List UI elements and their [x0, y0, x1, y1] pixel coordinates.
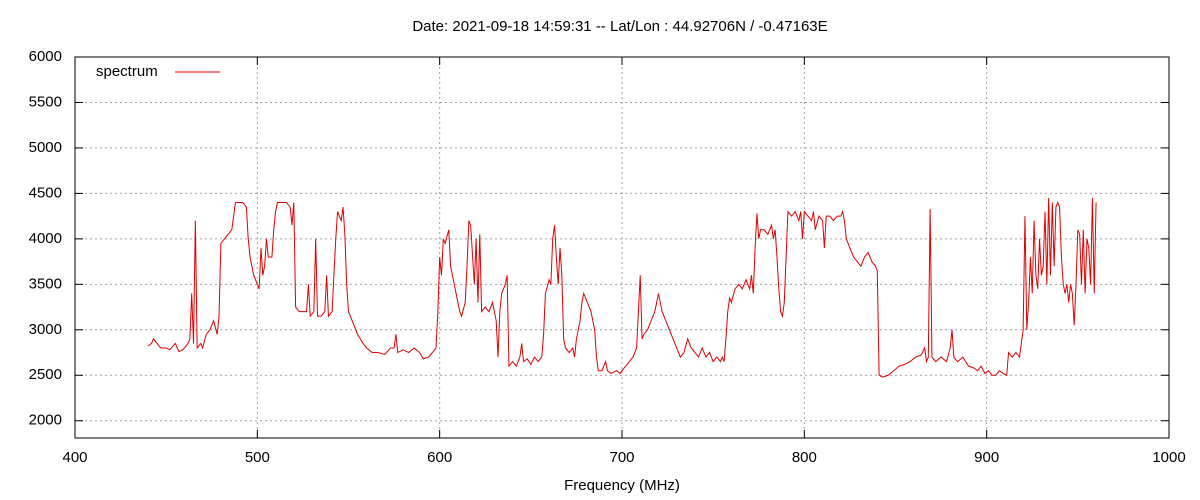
spectrum-line [147, 197, 1097, 378]
chart-title: Date: 2021-09-18 14:59:31 -- Lat/Lon : 4… [412, 18, 827, 35]
y-tick-label: 2000 [29, 412, 62, 429]
x-tick-label: 1000 [1152, 449, 1185, 466]
x-tick-label: 600 [427, 449, 452, 466]
plot-frame [74, 56, 1170, 439]
x-tick-label: 700 [609, 449, 634, 466]
x-axis-label: Frequency (MHz) [564, 477, 680, 494]
y-tick-label: 3000 [29, 321, 62, 338]
x-tick-label: 800 [792, 449, 817, 466]
legend-label: spectrum [96, 63, 158, 80]
x-tick-label: 400 [62, 449, 87, 466]
y-tick-label: 3500 [29, 275, 62, 292]
y-tick-label: 5500 [29, 93, 62, 110]
y-tick-label: 6000 [29, 48, 62, 65]
x-tick-label: 500 [245, 449, 270, 466]
x-tick-label: 900 [974, 449, 999, 466]
y-tick-label: 4000 [29, 230, 62, 247]
y-tick-label: 4500 [29, 184, 62, 201]
y-tick-label: 2500 [29, 366, 62, 383]
y-tick-label: 5000 [29, 139, 62, 156]
